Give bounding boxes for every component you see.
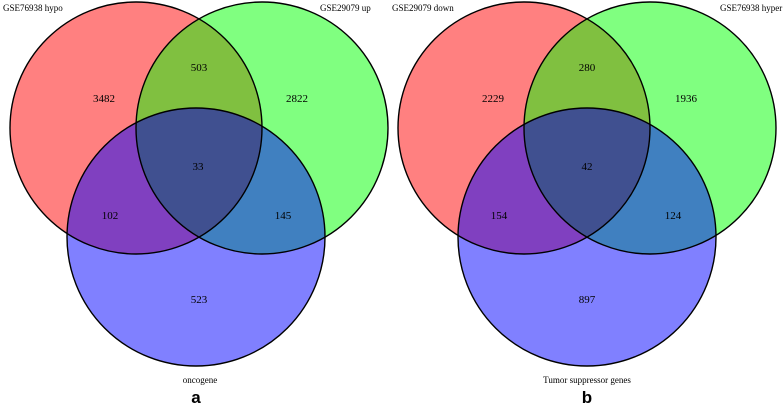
panel-letter-a: a	[191, 388, 201, 403]
count-bottom-only: 897	[579, 294, 596, 306]
count-center: 33	[193, 161, 205, 173]
count-left-only: 3482	[93, 93, 115, 105]
set-label-top-left: GSE76938 hypo	[3, 3, 63, 13]
outline-bottom	[457, 107, 717, 367]
count-right-bottom: 145	[275, 210, 292, 222]
panel-letter-b: b	[582, 388, 592, 403]
count-left-right: 503	[191, 62, 208, 74]
set-label-top-right: GSE76938 hyper	[720, 3, 782, 13]
outline-right	[135, 1, 389, 255]
outline-left	[9, 1, 263, 255]
count-right-only: 1936	[675, 93, 698, 105]
outline-right	[523, 1, 777, 255]
set-label-top-right: GSE29079 up	[320, 3, 371, 13]
count-left-bottom: 102	[102, 210, 119, 222]
count-bottom-only: 523	[191, 294, 208, 306]
outline-bottom	[66, 107, 326, 367]
set-label-bottom: Tumor suppressor genes	[543, 375, 631, 385]
count-left-right: 280	[579, 62, 596, 74]
count-right-only: 2822	[286, 93, 308, 105]
set-label-bottom: oncogene	[183, 375, 217, 385]
venn-panel-a: GSE76938 hypo GSE29079 up oncogene 3482 …	[3, 1, 389, 403]
count-right-bottom: 124	[665, 210, 682, 222]
venn-panel-b: GSE29079 down GSE76938 hyper Tumor suppr…	[392, 1, 782, 403]
count-left-only: 2229	[482, 93, 505, 105]
outline-left	[397, 1, 651, 255]
count-center: 42	[582, 161, 593, 173]
count-left-bottom: 154	[491, 210, 508, 222]
set-label-top-left: GSE29079 down	[392, 3, 454, 13]
